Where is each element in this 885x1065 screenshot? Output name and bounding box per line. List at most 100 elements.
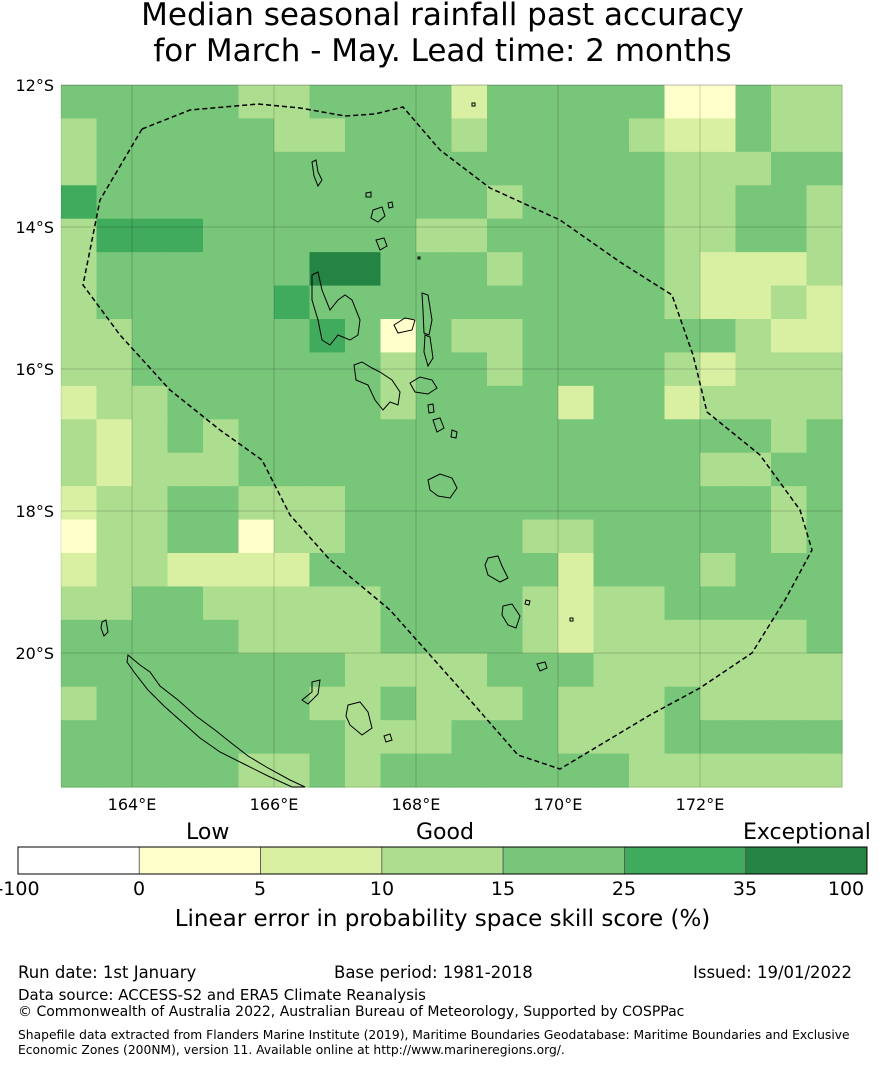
- grid-cell: [203, 653, 240, 688]
- grid-cell: [96, 586, 133, 621]
- grid-cell: [238, 151, 275, 186]
- grid-cell: [451, 319, 488, 354]
- grid-cell: [735, 686, 772, 721]
- grid-cell: [771, 185, 808, 220]
- grid-cell: [61, 553, 98, 588]
- data-source: Data source: ACCESS-S2 and ERA5 Climate …: [18, 986, 426, 1004]
- island-outlines: [100, 102, 574, 788]
- grid-cell: [700, 218, 737, 253]
- grid-cell: [380, 185, 417, 220]
- grid-cell: [806, 252, 843, 287]
- grid-cell: [203, 151, 240, 186]
- x-axis-ticks: 164°E 166°E 168°E 170°E 172°E: [108, 795, 725, 814]
- colorbar-frame: [17, 846, 868, 875]
- y-tick-label: 12°S: [15, 76, 54, 95]
- grid-cell: [700, 385, 737, 420]
- grid-cell: [274, 85, 311, 120]
- grid-cell: [629, 118, 666, 153]
- y-tick-label: 18°S: [15, 502, 54, 521]
- grid-cell: [345, 553, 382, 588]
- grid-cell: [167, 419, 204, 454]
- grid-cell: [522, 319, 559, 354]
- grid-cell: [629, 452, 666, 487]
- grid-cell: [203, 118, 240, 153]
- island-maewo: [421, 292, 433, 336]
- x-tick-label: 166°E: [250, 795, 299, 814]
- grid-cell: [700, 653, 737, 688]
- grid-cell: [132, 486, 169, 521]
- grid-cell: [700, 753, 737, 788]
- grid-cell: [416, 553, 453, 588]
- grid-cell: [487, 686, 524, 721]
- grid-cell: [203, 553, 240, 588]
- grid-cell: [629, 486, 666, 521]
- grid-cell: [132, 85, 169, 120]
- grid-cell: [735, 85, 772, 120]
- grid-cell: [416, 118, 453, 153]
- grid-cell: [451, 352, 488, 387]
- grid-cell: [771, 619, 808, 654]
- grid-cell: [238, 486, 275, 521]
- grid-cell: [806, 118, 843, 153]
- island-erromango: [484, 555, 509, 583]
- grid-cell: [96, 85, 133, 120]
- grid-cell: [96, 118, 133, 153]
- grid-cell: [96, 285, 133, 320]
- grid-cell: [345, 686, 382, 721]
- grid-cell: [309, 252, 346, 287]
- title-line-1: Median seasonal rainfall past accuracy: [141, 0, 744, 33]
- grid-cell: [451, 553, 488, 588]
- grid-cell: [806, 553, 843, 588]
- grid-cell: [771, 419, 808, 454]
- grid-cell: [416, 619, 453, 654]
- grid-cell: [238, 385, 275, 420]
- grid-cell: [771, 252, 808, 287]
- grid-cell: [629, 519, 666, 554]
- grid-cell: [700, 686, 737, 721]
- grid-cell: [274, 586, 311, 621]
- grid-cell: [664, 118, 701, 153]
- grid-cell: [771, 85, 808, 120]
- grid-cell: [629, 385, 666, 420]
- grid-cell: [664, 285, 701, 320]
- grid-cell: [203, 753, 240, 788]
- grid-cell: [771, 653, 808, 688]
- grid-cell: [593, 720, 630, 755]
- grid-cell: [96, 653, 133, 688]
- island-mare: [383, 733, 393, 743]
- grid-cell: [167, 352, 204, 387]
- island-merelava: [387, 201, 394, 209]
- grid-cell: [806, 452, 843, 487]
- grid-cell: [806, 151, 843, 186]
- grid-cell: [238, 653, 275, 688]
- grid-cell: [629, 218, 666, 253]
- grid-cell: [522, 285, 559, 320]
- grid-cell: [700, 452, 737, 487]
- grid-cell: [558, 385, 595, 420]
- grid-cell: [487, 151, 524, 186]
- colorbar-swatch: [260, 846, 383, 875]
- grid-cell: [380, 85, 417, 120]
- grid-cell: [238, 619, 275, 654]
- colorbar-tick-label: 0: [132, 878, 146, 900]
- grid-cell: [274, 653, 311, 688]
- island-ambrym: [409, 376, 438, 395]
- grid-cell: [61, 519, 98, 554]
- island-efate: [427, 473, 458, 499]
- grid-cell: [238, 519, 275, 554]
- grid-cell: [96, 619, 133, 654]
- grid-cell: [451, 252, 488, 287]
- grid-cell: [380, 486, 417, 521]
- grid-cell: [167, 553, 204, 588]
- map-figure: 164°E 166°E 168°E 170°E 172°E 12°S 14°S …: [15, 76, 868, 875]
- grid-cell: [309, 586, 346, 621]
- grid-cell: [522, 619, 559, 654]
- grid-cell: [451, 486, 488, 521]
- grid-cell: [451, 185, 488, 220]
- grid-cell: [416, 686, 453, 721]
- grid-cell: [771, 486, 808, 521]
- grid-cell: [167, 252, 204, 287]
- grid-cell: [593, 185, 630, 220]
- grid-cell: [345, 118, 382, 153]
- grid-cell: [664, 720, 701, 755]
